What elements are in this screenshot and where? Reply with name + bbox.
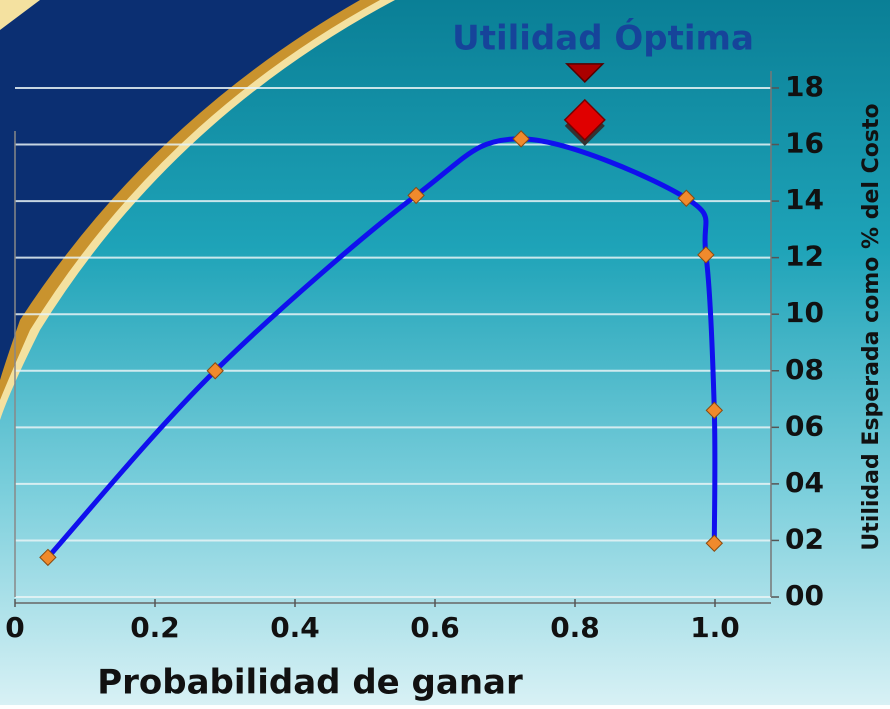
point-marker [705, 401, 724, 420]
point-marker [697, 246, 715, 264]
y-tick-label: 18 [785, 70, 824, 103]
y-tick-label: 16 [785, 127, 824, 160]
point-marker [512, 130, 530, 148]
y-axis-title: Utilidad Esperada como % del Costo [859, 103, 884, 550]
point-marker [39, 548, 57, 567]
x-tick-label: 0.2 [130, 611, 180, 644]
y-tick-label: 10 [785, 296, 824, 329]
x-tick-label: 0.6 [410, 611, 460, 644]
y-tick-label: 06 [785, 409, 824, 442]
swoosh [0, 0, 360, 380]
y-tick-label: 12 [785, 240, 824, 273]
point-marker [407, 186, 425, 205]
y-tick-label: 04 [785, 466, 824, 499]
optimum-marker [563, 98, 606, 141]
point-marker [705, 534, 724, 552]
chart-title: Utilidad Óptima [452, 18, 754, 59]
y-tick-label: 14 [785, 183, 824, 216]
optimum-arrow [564, 63, 605, 83]
x-axis-title: Probabilidad de ganar [97, 663, 523, 703]
y-tick-label: 08 [785, 353, 824, 386]
x-tick-label: 0 [5, 611, 24, 644]
swoosh-corner [0, 0, 40, 30]
y-tick-label: 02 [785, 522, 824, 555]
x-tick-label: 0.8 [550, 611, 600, 644]
x-tick-label: 0.4 [270, 611, 320, 644]
x-tick-label: 1.0 [690, 611, 740, 644]
point-marker [677, 189, 696, 207]
y-tick-label: 00 [785, 579, 824, 612]
point-marker [206, 362, 224, 380]
